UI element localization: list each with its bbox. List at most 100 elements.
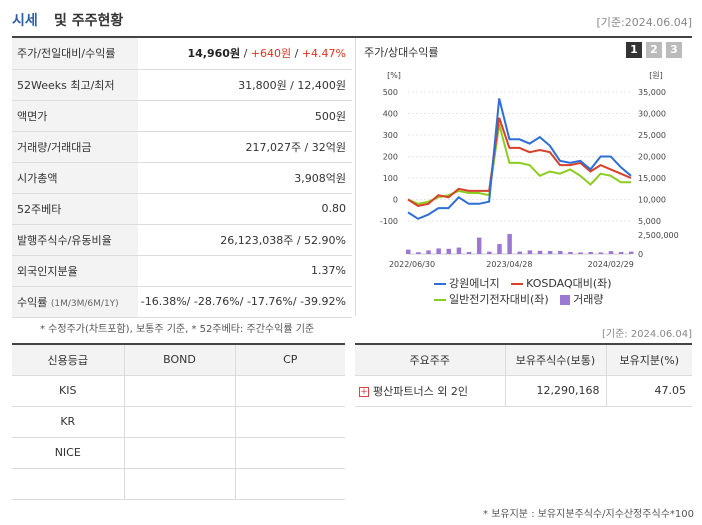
current-price: 14,960원 xyxy=(187,47,241,61)
bond-grade xyxy=(123,467,236,500)
y-left-tick: 100 xyxy=(383,174,398,183)
col-header: 주요주주 xyxy=(355,344,505,376)
cp-grade xyxy=(234,467,345,500)
return-period-label: (1M/3M/6M/1Y) xyxy=(50,298,119,309)
x-tick-label: 2023/04/28 xyxy=(486,260,532,269)
volume-bar xyxy=(507,234,512,254)
row-value: 31,800원 / 12,400원 xyxy=(138,69,352,101)
table-header-row: 주요주주 보유주식수(보통) 보유지분(%) xyxy=(355,344,692,376)
expand-plus-icon[interactable]: + xyxy=(359,386,369,397)
agency: NICE xyxy=(12,436,125,469)
table-row: 거래량/거래대금 217,027주 / 32억원 xyxy=(12,131,352,163)
row-label: 액면가 xyxy=(12,100,138,132)
volume-bar xyxy=(527,250,533,254)
legend-price: 강원에너지 xyxy=(434,276,500,292)
volume-bar xyxy=(517,251,522,254)
holder-shares: 12,290,168 xyxy=(504,375,606,407)
credit-rating-table: 신용등급 BOND CP KIS KR NICE xyxy=(12,343,345,500)
y-vol-tick: 2,500,000 xyxy=(638,231,679,240)
holder-name[interactable]: 평산파트너스 외 2인 xyxy=(373,384,468,398)
chart-tab-1[interactable]: 1 xyxy=(626,42,642,58)
return-label: 수익률 xyxy=(17,295,48,309)
volume-bar xyxy=(466,252,472,254)
volume-bar xyxy=(476,237,482,254)
price-chart: [%] [원] 500 400 300 200 100 0 -100 35,000 30,000 25… xyxy=(380,71,679,269)
table-row: 액면가 500원 xyxy=(12,100,352,132)
row-value: 3,908억원 xyxy=(138,162,352,194)
volume-bar xyxy=(608,251,614,254)
holder-pct: 47.05 xyxy=(605,375,692,407)
price-table: 주가/전일대비/수익률 14,960원 / +640원 / +4.47% 52W… xyxy=(12,38,352,318)
y-right-tick: 20,000 xyxy=(638,153,666,162)
row-value: 500원 xyxy=(138,100,352,132)
col-header: CP xyxy=(234,343,345,376)
volume-bar xyxy=(618,252,624,254)
cp-grade xyxy=(234,436,345,469)
row-label: 52주베타 xyxy=(12,193,138,225)
col-header: 신용등급 xyxy=(12,343,125,376)
volume-bar xyxy=(547,251,553,254)
shareholder-table: 주요주주 보유주식수(보통) 보유지분(%) + 평산파트너스 외 2인 12,2… xyxy=(355,343,692,407)
chart-tab-2[interactable]: 2 xyxy=(646,42,662,58)
row-label: 수익률 (1M/3M/6M/1Y) xyxy=(12,286,138,318)
series-line xyxy=(407,98,632,220)
table-row: 52Weeks 최고/최저 31,800원 / 12,400원 xyxy=(12,69,352,101)
bond-grade xyxy=(123,374,236,407)
y-left-tick: 400 xyxy=(383,110,398,119)
volume-bar xyxy=(497,244,502,254)
holder-name-cell[interactable]: + 평산파트너스 외 2인 xyxy=(355,375,505,407)
price-change: +640원 xyxy=(250,47,292,61)
row-label: 52Weeks 최고/최저 xyxy=(12,69,138,101)
col-header: 보유지분(%) xyxy=(605,344,692,376)
volume-bar xyxy=(436,248,441,254)
chart-legend: 강원에너지 KOSDAQ대비(좌) 일반전기전자대비(좌) 거래량 xyxy=(434,276,620,308)
row-label: 시가총액 xyxy=(12,162,138,194)
agency: KR xyxy=(12,405,125,438)
section-subtitle: 및 주주현황 xyxy=(54,13,124,29)
row-label: 거래량/거래대금 xyxy=(12,131,138,163)
row-label: 외국인지분율 xyxy=(12,255,138,287)
row-label: 발행주식수/유동비율 xyxy=(12,224,138,256)
volume-bar xyxy=(568,252,573,254)
series-line xyxy=(407,117,632,207)
cp-grade xyxy=(234,405,345,438)
chart-tab-3[interactable]: 3 xyxy=(666,42,682,58)
volume-bar xyxy=(578,252,583,254)
col-header: 보유주식수(보통) xyxy=(504,344,606,376)
y-left-tick: 300 xyxy=(383,131,398,140)
y-right-tick: 5,000 xyxy=(638,217,661,226)
agency xyxy=(12,467,125,500)
legend-volume: 거래량 xyxy=(560,292,604,308)
divider xyxy=(12,36,692,38)
right-unit-label: [원] xyxy=(649,71,663,80)
holder-footnote: * 보유지분 : 보유지분주식수/지수산정주식수*100 xyxy=(483,509,694,520)
volume-bar xyxy=(487,251,492,254)
volume-bar xyxy=(629,251,634,254)
price-rate: +4.47% xyxy=(301,47,346,61)
x-tick-label: 2022/06/30 xyxy=(389,260,435,269)
y-right-tick: 30,000 xyxy=(638,110,666,119)
row-value: 1.37% xyxy=(138,255,352,287)
series-line xyxy=(407,124,631,205)
table-row: 52주베타 0.80 xyxy=(12,193,352,225)
section-title: 시세 xyxy=(12,13,38,29)
row-value: 26,123,038주 / 52.90% xyxy=(138,224,352,256)
y-left-tick: 500 xyxy=(383,88,398,97)
volume-bar xyxy=(406,249,411,254)
x-tick-label: 2024/02/29 xyxy=(588,260,634,269)
left-unit-label: [%] xyxy=(387,71,401,80)
y-right-tick: 10,000 xyxy=(638,196,666,205)
row-label: 주가/전일대비/수익률 xyxy=(12,38,138,70)
table-row: 시가총액 3,908억원 xyxy=(12,162,352,194)
bond-grade xyxy=(123,405,236,438)
y-vol-tick: 0 xyxy=(638,250,643,259)
volume-bar xyxy=(588,252,593,254)
volume-bar xyxy=(446,248,452,254)
volume-bar xyxy=(426,250,431,254)
table-row: KIS xyxy=(12,374,345,407)
agency: KIS xyxy=(12,374,125,407)
base-date: [기준:2024.06.04] xyxy=(596,16,692,29)
col-header: BOND xyxy=(123,343,236,376)
